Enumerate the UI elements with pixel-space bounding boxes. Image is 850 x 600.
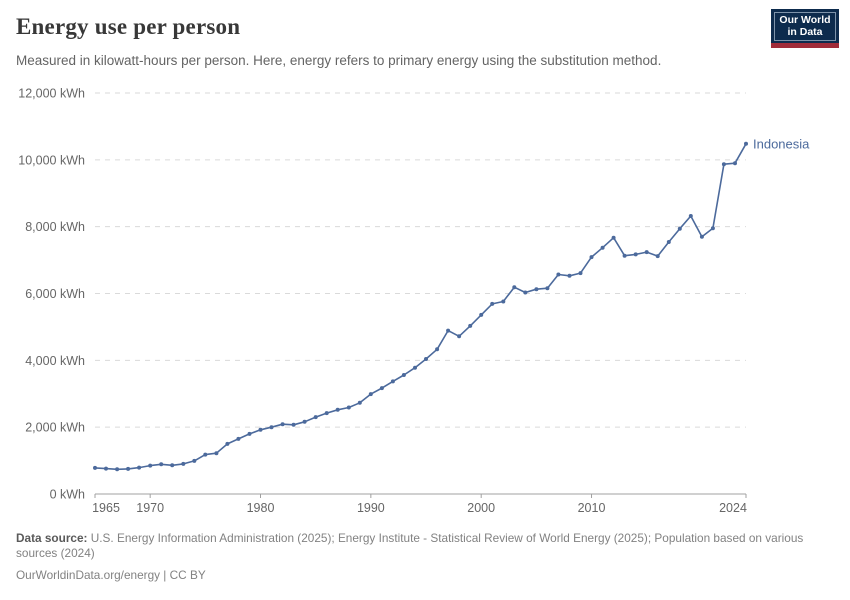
data-point[interactable] xyxy=(721,162,726,167)
data-point[interactable] xyxy=(280,422,285,427)
y-tick-label: 0 kWh xyxy=(50,488,85,502)
page-title: Energy use per person xyxy=(16,14,241,39)
data-point[interactable] xyxy=(710,226,715,231)
data-point[interactable] xyxy=(435,347,440,352)
data-point[interactable] xyxy=(236,436,241,441)
data-point[interactable] xyxy=(324,411,329,416)
owid-logo-line2: in Data xyxy=(787,25,823,38)
x-tick-label: 2010 xyxy=(578,501,606,515)
y-tick-label: 8,000 kWh xyxy=(25,220,85,234)
data-point[interactable] xyxy=(379,386,384,391)
data-point[interactable] xyxy=(137,465,142,470)
data-point[interactable] xyxy=(622,253,627,258)
owid-logo-line1: Our World xyxy=(779,13,831,26)
data-point[interactable] xyxy=(335,407,340,412)
data-point[interactable] xyxy=(291,422,296,427)
data-point[interactable] xyxy=(611,235,616,240)
data-source-line: Data source: U.S. Energy Information Adm… xyxy=(16,531,834,561)
data-point[interactable] xyxy=(490,301,495,306)
data-point[interactable] xyxy=(644,250,649,255)
data-point[interactable] xyxy=(192,458,197,463)
data-point[interactable] xyxy=(313,415,318,420)
data-point[interactable] xyxy=(600,245,605,250)
data-point[interactable] xyxy=(534,287,539,292)
data-point[interactable] xyxy=(214,451,219,456)
data-point[interactable] xyxy=(357,400,362,405)
series-line[interactable] xyxy=(94,143,747,471)
data-point[interactable] xyxy=(115,467,120,472)
data-point[interactable] xyxy=(523,290,528,295)
data-point[interactable] xyxy=(501,299,506,304)
y-tick-label: 10,000 kWh xyxy=(18,153,85,167)
data-point[interactable] xyxy=(512,285,517,290)
data-point[interactable] xyxy=(545,286,550,291)
data-point[interactable] xyxy=(479,312,484,317)
data-point[interactable] xyxy=(413,365,417,370)
data-point[interactable] xyxy=(446,328,451,333)
data-point[interactable] xyxy=(247,431,252,436)
data-source-text: U.S. Energy Information Administration (… xyxy=(16,531,804,560)
data-point[interactable] xyxy=(699,234,704,239)
data-point[interactable] xyxy=(93,465,97,470)
x-tick-label: 2000 xyxy=(467,501,495,515)
data-point[interactable] xyxy=(567,273,572,278)
data-point[interactable] xyxy=(556,272,561,277)
data-point[interactable] xyxy=(269,425,274,430)
data-point[interactable] xyxy=(688,214,693,218)
data-source-label: Data source: xyxy=(16,531,88,545)
data-point[interactable] xyxy=(633,252,638,257)
data-point[interactable] xyxy=(258,427,263,432)
x-tick-label: 1970 xyxy=(136,501,164,515)
data-point[interactable] xyxy=(181,461,186,466)
data-point[interactable] xyxy=(744,141,748,146)
x-tick-label: 2024 xyxy=(719,501,747,515)
x-tick-label: 1965 xyxy=(92,501,120,515)
data-point[interactable] xyxy=(170,463,175,468)
data-point[interactable] xyxy=(346,405,351,410)
data-point[interactable] xyxy=(159,462,164,467)
data-point[interactable] xyxy=(578,271,583,276)
data-point[interactable] xyxy=(424,357,428,361)
y-tick-label: 6,000 kWh xyxy=(25,287,85,301)
data-point[interactable] xyxy=(203,452,208,457)
data-point[interactable] xyxy=(148,463,153,468)
data-point[interactable] xyxy=(666,240,671,244)
y-tick-label: 2,000 kWh xyxy=(25,421,85,435)
chart-subtitle: Measured in kilowatt-hours per person. H… xyxy=(16,53,662,68)
data-point[interactable] xyxy=(733,161,737,166)
y-tick-label: 4,000 kWh xyxy=(25,354,85,368)
data-point[interactable] xyxy=(468,323,473,328)
data-point[interactable] xyxy=(104,466,108,471)
data-point[interactable] xyxy=(655,254,660,259)
data-point[interactable] xyxy=(126,466,131,471)
x-tick-label: 1990 xyxy=(357,501,385,515)
data-point[interactable] xyxy=(401,373,406,377)
license-line[interactable]: OurWorldinData.org/energy | CC BY xyxy=(16,568,206,582)
data-point[interactable] xyxy=(589,255,594,260)
owid-logo-text: Our World in Data xyxy=(774,11,836,41)
y-tick-label: 12,000 kWh xyxy=(18,87,85,101)
x-tick-label: 1980 xyxy=(247,501,275,515)
data-point[interactable] xyxy=(225,441,230,446)
series-entity-label[interactable]: Indonesia xyxy=(753,136,810,151)
data-point[interactable] xyxy=(302,419,307,424)
data-point[interactable] xyxy=(390,379,395,384)
data-point[interactable] xyxy=(457,334,462,339)
data-point[interactable] xyxy=(677,226,682,231)
chart-footer: Data source: U.S. Energy Information Adm… xyxy=(16,531,834,583)
data-point[interactable] xyxy=(368,392,373,397)
owid-logo[interactable]: Our World in Data xyxy=(771,9,839,48)
